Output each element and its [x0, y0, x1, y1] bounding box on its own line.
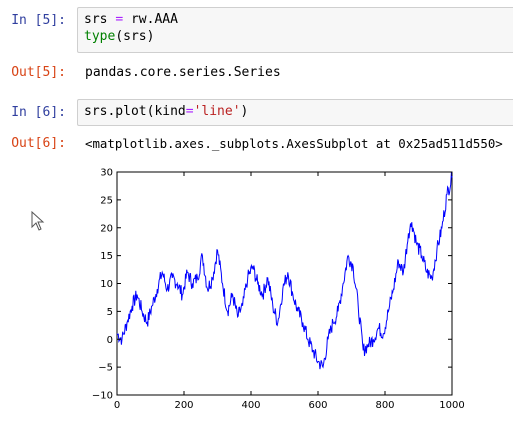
in-prompt-5: In [5]: — [11, 13, 66, 28]
code-string: 'line' — [193, 104, 241, 119]
output-6: <matplotlib.axes._subplots.AxesSubplot a… — [85, 136, 503, 151]
code-token: srs.plot(kind — [84, 104, 186, 119]
out-prompt-5: Out[5]: — [11, 65, 66, 80]
plot-area: 0 200 400 600 800 1000 −10 −5 0 5 10 15 20 25 30 — [92, 168, 465, 412]
x-tick-label: 200 — [174, 400, 193, 411]
y-tick-label: 5 — [107, 307, 113, 318]
x-tick-label: 1000 — [439, 400, 464, 411]
code-input-6[interactable]: srs.plot(kind='line') — [77, 99, 513, 126]
code-input-5[interactable]: srs = rw.AAA type(srs) — [77, 7, 513, 53]
x-tick-label: 600 — [308, 400, 327, 411]
code-token: (srs) — [115, 29, 155, 44]
y-tick-label: 0 — [107, 335, 113, 346]
code-token: srs — [84, 12, 108, 27]
x-tick-label: 800 — [375, 400, 394, 411]
in-prompt-6: In [6]: — [11, 105, 66, 120]
out-prompt-6: Out[6]: — [11, 136, 66, 151]
y-tick-label: 30 — [100, 168, 113, 179]
x-tick-label: 0 — [114, 400, 120, 411]
series-line — [116, 172, 453, 370]
y-tick-label: −10 — [92, 391, 113, 402]
line-chart: 0 200 400 600 800 1000 −10 −5 0 5 10 15 20 25 30 — [92, 168, 465, 412]
y-tick-label: 25 — [100, 195, 113, 206]
code-builtin: type — [84, 29, 116, 44]
y-tick-label: −5 — [98, 363, 113, 374]
code-token: ) — [240, 104, 249, 119]
y-tick-label: 10 — [100, 279, 113, 290]
y-tick-label: 15 — [100, 251, 113, 262]
code-operator: = — [115, 12, 124, 27]
x-tick-label: 400 — [241, 400, 260, 411]
code-token: rw.AAA — [130, 12, 178, 27]
mouse-pointer-icon — [31, 211, 45, 231]
y-tick-label: 20 — [100, 223, 113, 234]
code-operator: = — [185, 104, 194, 119]
output-5: pandas.core.series.Series — [85, 65, 281, 80]
